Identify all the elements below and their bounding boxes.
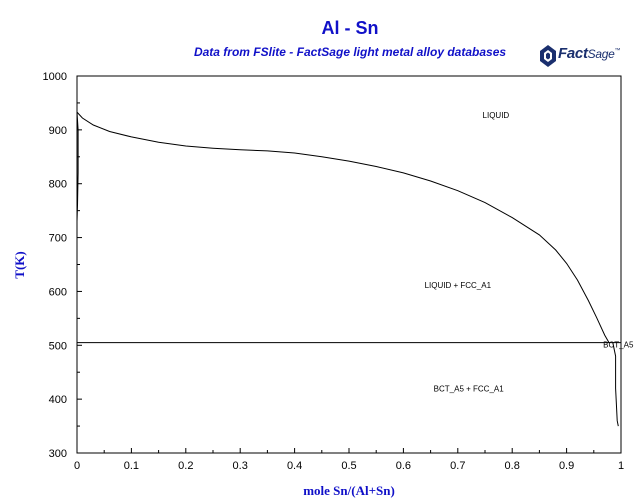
y-tick-label: 400: [49, 394, 67, 406]
x-tick-label: 0.7: [450, 460, 465, 472]
x-tick-label: 0.4: [287, 460, 302, 472]
y-tick-label: 800: [49, 179, 67, 191]
y-tick-label: 1000: [43, 71, 67, 83]
factsage-logo: FactSage™: [538, 41, 620, 69]
y-tick-label: 300: [49, 448, 67, 460]
y-tick-label: 900: [49, 125, 67, 137]
x-tick-label: 1: [618, 460, 624, 472]
x-tick-label: 0.3: [233, 460, 248, 472]
phase-region-label: LIQUID + FCC_A1: [425, 281, 492, 290]
factsage-logo-icon: [540, 45, 556, 67]
factsage-logo-text: FactSage™: [558, 45, 620, 62]
x-tick-label: 0: [74, 460, 80, 472]
x-tick-label: 0.8: [505, 460, 520, 472]
x-tick-label: 0.9: [559, 460, 574, 472]
logo-trademark: ™: [614, 48, 621, 54]
y-axis-title: T(K): [12, 251, 27, 278]
x-tick-label: 0.2: [178, 460, 193, 472]
phase-boundaries: [76, 111, 621, 427]
y-tick-label: 600: [49, 286, 67, 298]
phase-region-label: BCT_A5: [603, 340, 634, 349]
x-tick-label: 0.6: [396, 460, 411, 472]
y-tick-label: 700: [49, 233, 67, 245]
x-tick-label: 0.5: [341, 460, 356, 472]
plot-frame: [76, 75, 622, 454]
y-tick-label: 500: [49, 340, 67, 352]
x-axis-title: mole Sn/(Al+Sn): [303, 483, 395, 498]
chart-subtitle: Data from FSlite - FactSage light metal …: [193, 45, 507, 59]
logo-text-main: Fact: [558, 45, 588, 62]
phase-region-label: BCT_A5 + FCC_A1: [434, 385, 505, 394]
chart-title: Al - Sn: [321, 18, 379, 38]
phase-boundary-line: [612, 342, 619, 427]
y-axis: 300 400 500 600 700 800 900 1000: [43, 71, 82, 460]
logo-text-sage: Sage: [587, 47, 615, 61]
phase-region-label: LIQUID: [483, 111, 510, 120]
phase-boundary-line: [76, 111, 610, 343]
phase-boundary-line: [76, 112, 79, 222]
x-tick-label: 0.1: [124, 460, 139, 472]
x-axis: 0 0.1 0.2 0.3 0.4 0.5 0.6 0.7 0.8 0.9 1: [74, 448, 624, 472]
phase-region-labels: LIQUID LIQUID + FCC_A1 BCT_A5 + FCC_A1 BCT_…: [425, 111, 634, 394]
